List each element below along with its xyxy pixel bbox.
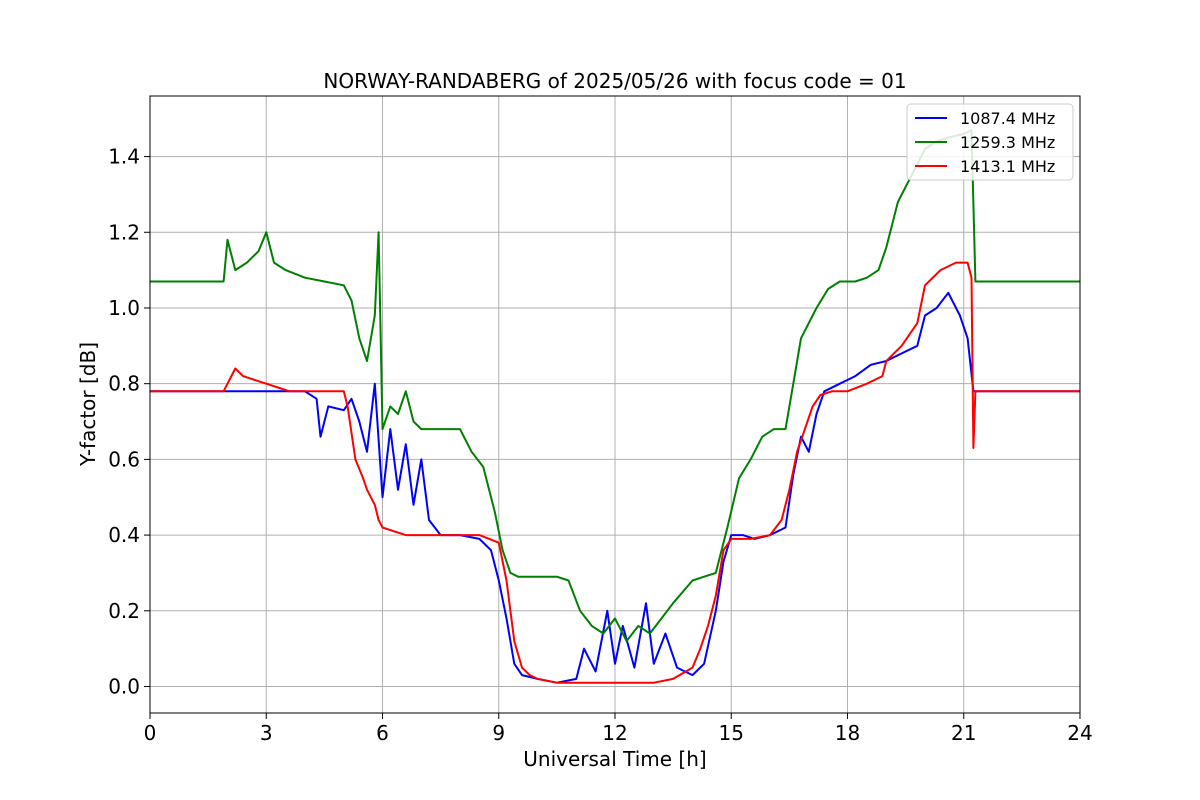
- x-tick-label: 0: [144, 721, 157, 745]
- x-tick-label: 3: [260, 721, 273, 745]
- y-tick-label: 0.0: [108, 675, 140, 699]
- y-axis-ticks: 0.0 0.2 0.4 0.6 0.8 1.0 1.2 1.4: [108, 145, 150, 699]
- legend-box: [906, 103, 1074, 181]
- x-tick-label: 12: [602, 721, 627, 745]
- y-tick-label: 0.4: [108, 523, 140, 547]
- legend: 1087.4 MHz 1259.3 MHz 1413.1 MHz: [906, 103, 1074, 181]
- y-tick-label: 1.4: [108, 145, 140, 169]
- y-tick-label: 0.8: [108, 372, 140, 396]
- y-axis-label: Y-factor [dB]: [76, 342, 100, 467]
- x-tick-label: 9: [492, 721, 505, 745]
- x-axis-ticks: 0 3 6 9 12 15 18 21 24: [144, 713, 1093, 745]
- series-line-1259-3-mhz: [150, 129, 1080, 643]
- chart-title: NORWAY-RANDABERG of 2025/05/26 with focu…: [323, 69, 906, 93]
- x-tick-label: 18: [835, 721, 860, 745]
- x-tick-label: 21: [951, 721, 976, 745]
- y-tick-label: 1.2: [108, 220, 140, 244]
- y-tick-label: 0.2: [108, 599, 140, 623]
- x-tick-label: 24: [1067, 721, 1092, 745]
- legend-label: 1413.1 MHz: [960, 157, 1055, 176]
- y-tick-label: 1.0: [108, 296, 140, 320]
- y-tick-label: 0.6: [108, 447, 140, 471]
- legend-entries: 1087.4 MHz 1259.3 MHz 1413.1 MHz: [915, 109, 1055, 176]
- x-axis-label: Universal Time [h]: [523, 747, 706, 771]
- series-line-1087-4-mhz: [150, 291, 1080, 684]
- legend-label: 1087.4 MHz: [960, 109, 1055, 128]
- legend-label: 1259.3 MHz: [960, 133, 1055, 152]
- x-tick-label: 6: [376, 721, 389, 745]
- x-tick-label: 15: [719, 721, 744, 745]
- series-line-1413-1-mhz: [150, 261, 1080, 684]
- data-series: [150, 129, 1080, 684]
